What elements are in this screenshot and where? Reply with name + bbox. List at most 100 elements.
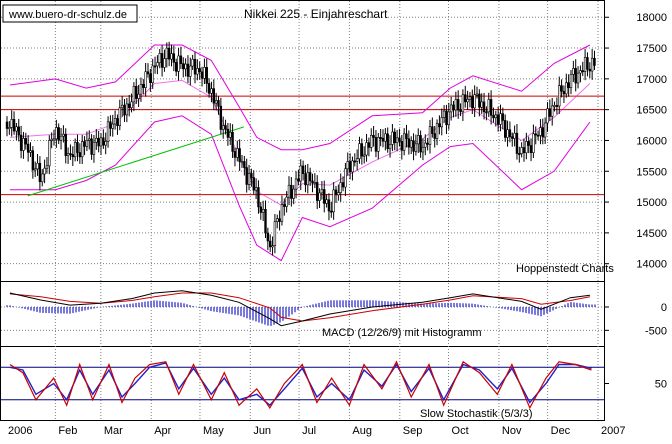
label-layer: 2006 Feb Mar Apr May Jun Jul Aug Sep Oct Nov Dec 200… [8,12,667,437]
candle-body [116,118,119,127]
candle-body [384,133,387,142]
candle-body [421,146,425,153]
candle-body [254,187,258,191]
stoch-d-line [9,362,592,407]
candle-body [299,165,302,182]
candle-body [341,182,345,188]
candle-body [236,148,239,158]
candle-body [414,143,418,152]
candle-body [135,86,138,99]
candle-body [337,192,340,196]
candle-body [17,126,20,136]
candle-body [81,141,84,158]
candle-body [379,137,382,139]
candle-body [398,137,401,142]
candle-body [447,111,450,126]
candle-body [478,93,481,108]
candle-body [273,221,277,246]
candle-body [456,99,460,111]
candle-body [388,144,392,149]
candle-body [203,67,206,79]
candle-body [24,138,27,145]
candle-body [43,167,46,175]
candle-body [583,57,587,72]
trendline [27,126,244,197]
candle-body [400,141,403,151]
candle-body [548,108,552,117]
price-tick-label: 17500 [636,43,667,55]
candle-body [125,103,129,116]
source-label: Hoppenstedt Charts [516,263,614,275]
x-tick-label: 2006 [8,425,32,437]
candle-body [191,58,194,67]
candle-body [513,132,516,139]
candle-body [212,88,215,104]
candle-body [247,173,251,185]
price-tick-label: 16500 [636,105,667,117]
candle-body [104,141,107,146]
candle-body [245,167,248,185]
candle-body [313,182,317,184]
candle-body [323,189,326,204]
candle-body [306,172,309,186]
candle-body [386,133,389,149]
candle-body [268,240,272,248]
candle-body [283,204,286,207]
candle-body [175,62,178,72]
macd-tick-label: -500 [645,325,667,337]
candle-body [370,134,373,148]
candle-body [358,143,361,159]
candle-body [301,165,305,174]
candle-body [41,173,44,183]
candle-body [511,136,514,139]
candle-body [506,129,509,138]
candle-body [304,173,307,186]
stoch-label: Slow Stochastik (5/3/3) [420,408,533,420]
x-tick-label: Feb [58,425,77,437]
candle-body [294,178,298,190]
candle-body [581,70,584,73]
plot-layer [1,41,604,410]
candle-body [438,123,441,128]
candle-body [231,131,234,152]
candle-body [579,70,582,74]
candle-body [292,188,295,199]
candle-body [26,143,30,153]
chart-title: Nikkei 225 - Einjahreschart [244,7,388,21]
candle-body [332,189,335,213]
candle-body [15,126,18,132]
candle-body [229,131,232,138]
candle-body [308,172,312,182]
candle-body [238,148,241,163]
price-tick-label: 14500 [636,228,667,240]
candle-body [590,57,594,72]
candle-body [217,100,220,107]
candle-body [266,232,270,242]
x-tick-label: Oct [452,425,469,437]
candle-body [158,53,161,63]
candle-body [111,123,114,129]
candle-body [186,63,190,77]
candle-body [391,131,394,145]
candle-body [543,122,547,138]
candle-body [593,57,596,66]
candle-body [518,153,521,155]
candle-body [62,133,65,137]
candle-body [539,127,542,136]
candle-body [88,138,91,141]
candle-body [85,139,89,147]
candle-body [172,53,176,63]
candle-body [95,137,98,143]
candle-body [362,154,366,157]
candle-body [97,137,100,147]
candle-body [442,110,446,118]
candle-body [287,184,291,198]
candle-body [290,184,293,199]
candle-body [271,245,274,248]
candle-body [285,196,288,207]
website-label-box [2,4,138,23]
price-tick-label: 16000 [636,135,667,147]
candle-body [482,101,486,113]
candle-body [297,178,300,182]
candle-body [426,142,429,145]
